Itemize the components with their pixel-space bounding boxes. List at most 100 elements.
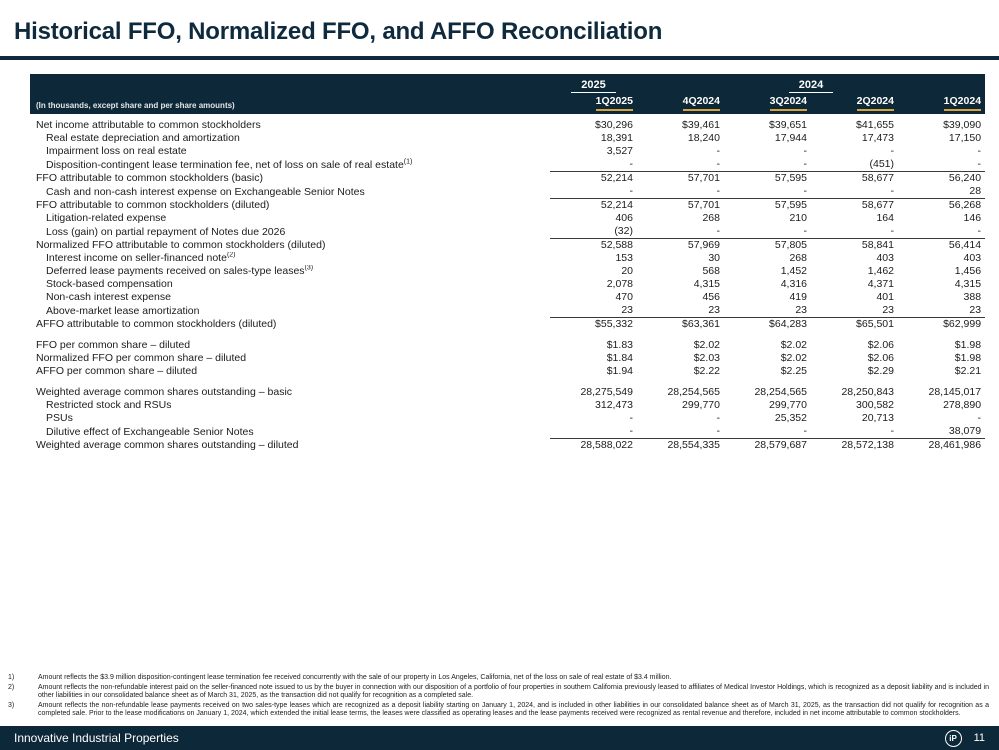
value-cell: $39,461 — [682, 119, 720, 131]
footnote: 3) Amount reflects the non-refundable lea… — [8, 702, 989, 719]
column-header-row: (In thousands, except share and per shar… — [30, 93, 985, 114]
table-row: Deferred lease payments received on sale… — [30, 265, 985, 278]
footer-brand: Innovative Industrial Properties — [14, 731, 179, 745]
value-cell: - — [716, 425, 721, 437]
value-cell: 456 — [702, 291, 720, 303]
table-row: Litigation-related expense 406 268 210 164 14… — [30, 212, 985, 225]
value-cell: $65,501 — [811, 316, 898, 331]
footnote-marker: (3) — [304, 264, 314, 272]
value-cell: $30,296 — [595, 119, 633, 131]
column-header-2q2024: 2Q2024 — [811, 93, 898, 114]
row-label: Non-cash interest expense — [46, 291, 171, 303]
value-cell: 401 — [876, 291, 894, 303]
value-cell: 58,677 — [811, 197, 898, 212]
value-cell: 568 — [702, 265, 720, 277]
footer: Innovative Industrial Properties iP 11 — [0, 726, 999, 750]
value-cell: $2.21 — [954, 365, 982, 377]
value-cell: $1.83 — [606, 339, 633, 351]
table-row: FFO per common share – diluted $1.83 $2.02… — [30, 339, 985, 352]
row-label: Dilutive effect of Exchangeable Senior N… — [46, 425, 254, 438]
value-cell: 30 — [708, 252, 720, 264]
footnotes: 1) Amount reflects the $3.9 million dispo… — [8, 674, 989, 720]
value-cell: 4,315 — [693, 278, 720, 290]
value-cell: - — [977, 158, 982, 170]
value-cell: $64,283 — [724, 316, 811, 331]
value-cell: 3,527 — [606, 145, 633, 157]
column-header-1q2024: 1Q2024 — [898, 93, 985, 114]
value-cell: - — [803, 158, 808, 170]
spacer-row — [30, 378, 985, 386]
value-cell: - — [803, 145, 808, 157]
table-row: Cash and non-cash interest expense on Ex… — [30, 185, 985, 199]
value-cell: (32) — [614, 225, 633, 237]
row-label: Cash and non-cash interest expense on Ex… — [46, 185, 365, 198]
value-cell: $62,999 — [898, 316, 986, 331]
value-cell: 56,268 — [898, 197, 986, 212]
value-cell: - — [629, 425, 634, 437]
value-cell: 28,254,565 — [667, 386, 720, 398]
table-header: 2025 2024 (In thousands, except share and… — [30, 74, 986, 114]
value-cell: 1,462 — [867, 265, 894, 277]
row-label: Deferred lease payments received on sale… — [46, 264, 314, 278]
table-body: Net income attributable to common stockh… — [30, 114, 986, 452]
company-logo-icon: iP — [944, 729, 962, 747]
table-row: Disposition-contingent lease termination… — [30, 158, 985, 172]
value-cell: 28 — [969, 185, 982, 197]
value-cell: - — [716, 412, 721, 424]
value-cell: $1.98 — [954, 352, 982, 364]
table-row: FFO attributable to common stockholders … — [30, 197, 986, 212]
value-cell: 38,079 — [948, 425, 982, 437]
value-cell: 52,588 — [550, 237, 637, 252]
value-cell: 28,275,549 — [580, 386, 633, 398]
row-label: Real estate depreciation and amortizatio… — [46, 132, 240, 144]
value-cell: 1,452 — [780, 265, 807, 277]
header-corner — [30, 74, 550, 93]
table-row: Dilutive effect of Exchangeable Senior N… — [30, 425, 985, 439]
table-row: Normalized FFO per common share – dilute… — [30, 352, 985, 365]
value-cell: - — [629, 158, 634, 170]
row-label: Weighted average common shares outstandi… — [36, 439, 299, 451]
value-cell: - — [716, 158, 721, 170]
value-cell: 268 — [789, 252, 807, 264]
year-header-2024: 2024 — [637, 74, 985, 93]
page-number: 11 — [973, 732, 985, 744]
value-cell: 23 — [882, 304, 894, 316]
value-cell: 4,316 — [780, 278, 807, 290]
value-cell: - — [803, 225, 808, 237]
table-row: Interest income on seller-financed note(… — [30, 252, 985, 265]
value-cell: 56,240 — [898, 170, 986, 185]
value-cell: - — [977, 145, 982, 157]
value-cell: 403 — [876, 252, 894, 264]
value-cell: 268 — [702, 212, 720, 224]
value-cell: $1.98 — [954, 339, 982, 351]
table-row: PSUs - - 25,352 20,713 - — [30, 412, 985, 425]
table-row: Non-cash interest expense 470 456 419 401 388 — [30, 291, 985, 304]
value-cell: 20,713 — [861, 412, 894, 424]
value-cell: 57,595 — [724, 197, 811, 212]
value-cell: 23 — [708, 304, 720, 316]
footnote-number: 2) — [8, 683, 15, 691]
column-header-4q2024: 4Q2024 — [637, 93, 724, 114]
row-label: Normalized FFO per common share – dilute… — [36, 352, 247, 364]
value-cell: 312,473 — [595, 399, 633, 411]
row-label: Litigation-related expense — [46, 212, 167, 224]
value-cell: $55,332 — [550, 316, 637, 331]
footnote-marker: (1) — [403, 158, 413, 165]
value-cell: $39,090 — [943, 119, 982, 131]
table-caption: (In thousands, except share and per shar… — [36, 101, 235, 110]
value-cell: $2.06 — [867, 339, 894, 351]
value-cell: 25,352 — [774, 412, 807, 424]
row-label: Impairment loss on real estate — [46, 145, 187, 157]
value-cell: - — [890, 145, 895, 157]
value-cell: - — [890, 225, 895, 237]
column-header-1q2025: 1Q2025 — [550, 93, 637, 114]
ffo-reconciliation-table: 2025 2024 (In thousands, except share and… — [30, 74, 986, 452]
value-cell: 57,805 — [724, 237, 811, 252]
value-cell: 57,701 — [637, 170, 724, 185]
value-cell: 2,078 — [606, 278, 633, 290]
table-row: Normalized FFO attributable to common st… — [30, 237, 986, 252]
footnote-text: Amount reflects the $3.9 million disposi… — [38, 674, 672, 682]
value-cell: 406 — [615, 212, 633, 224]
row-label: AFFO attributable to common stockholders… — [36, 318, 277, 330]
